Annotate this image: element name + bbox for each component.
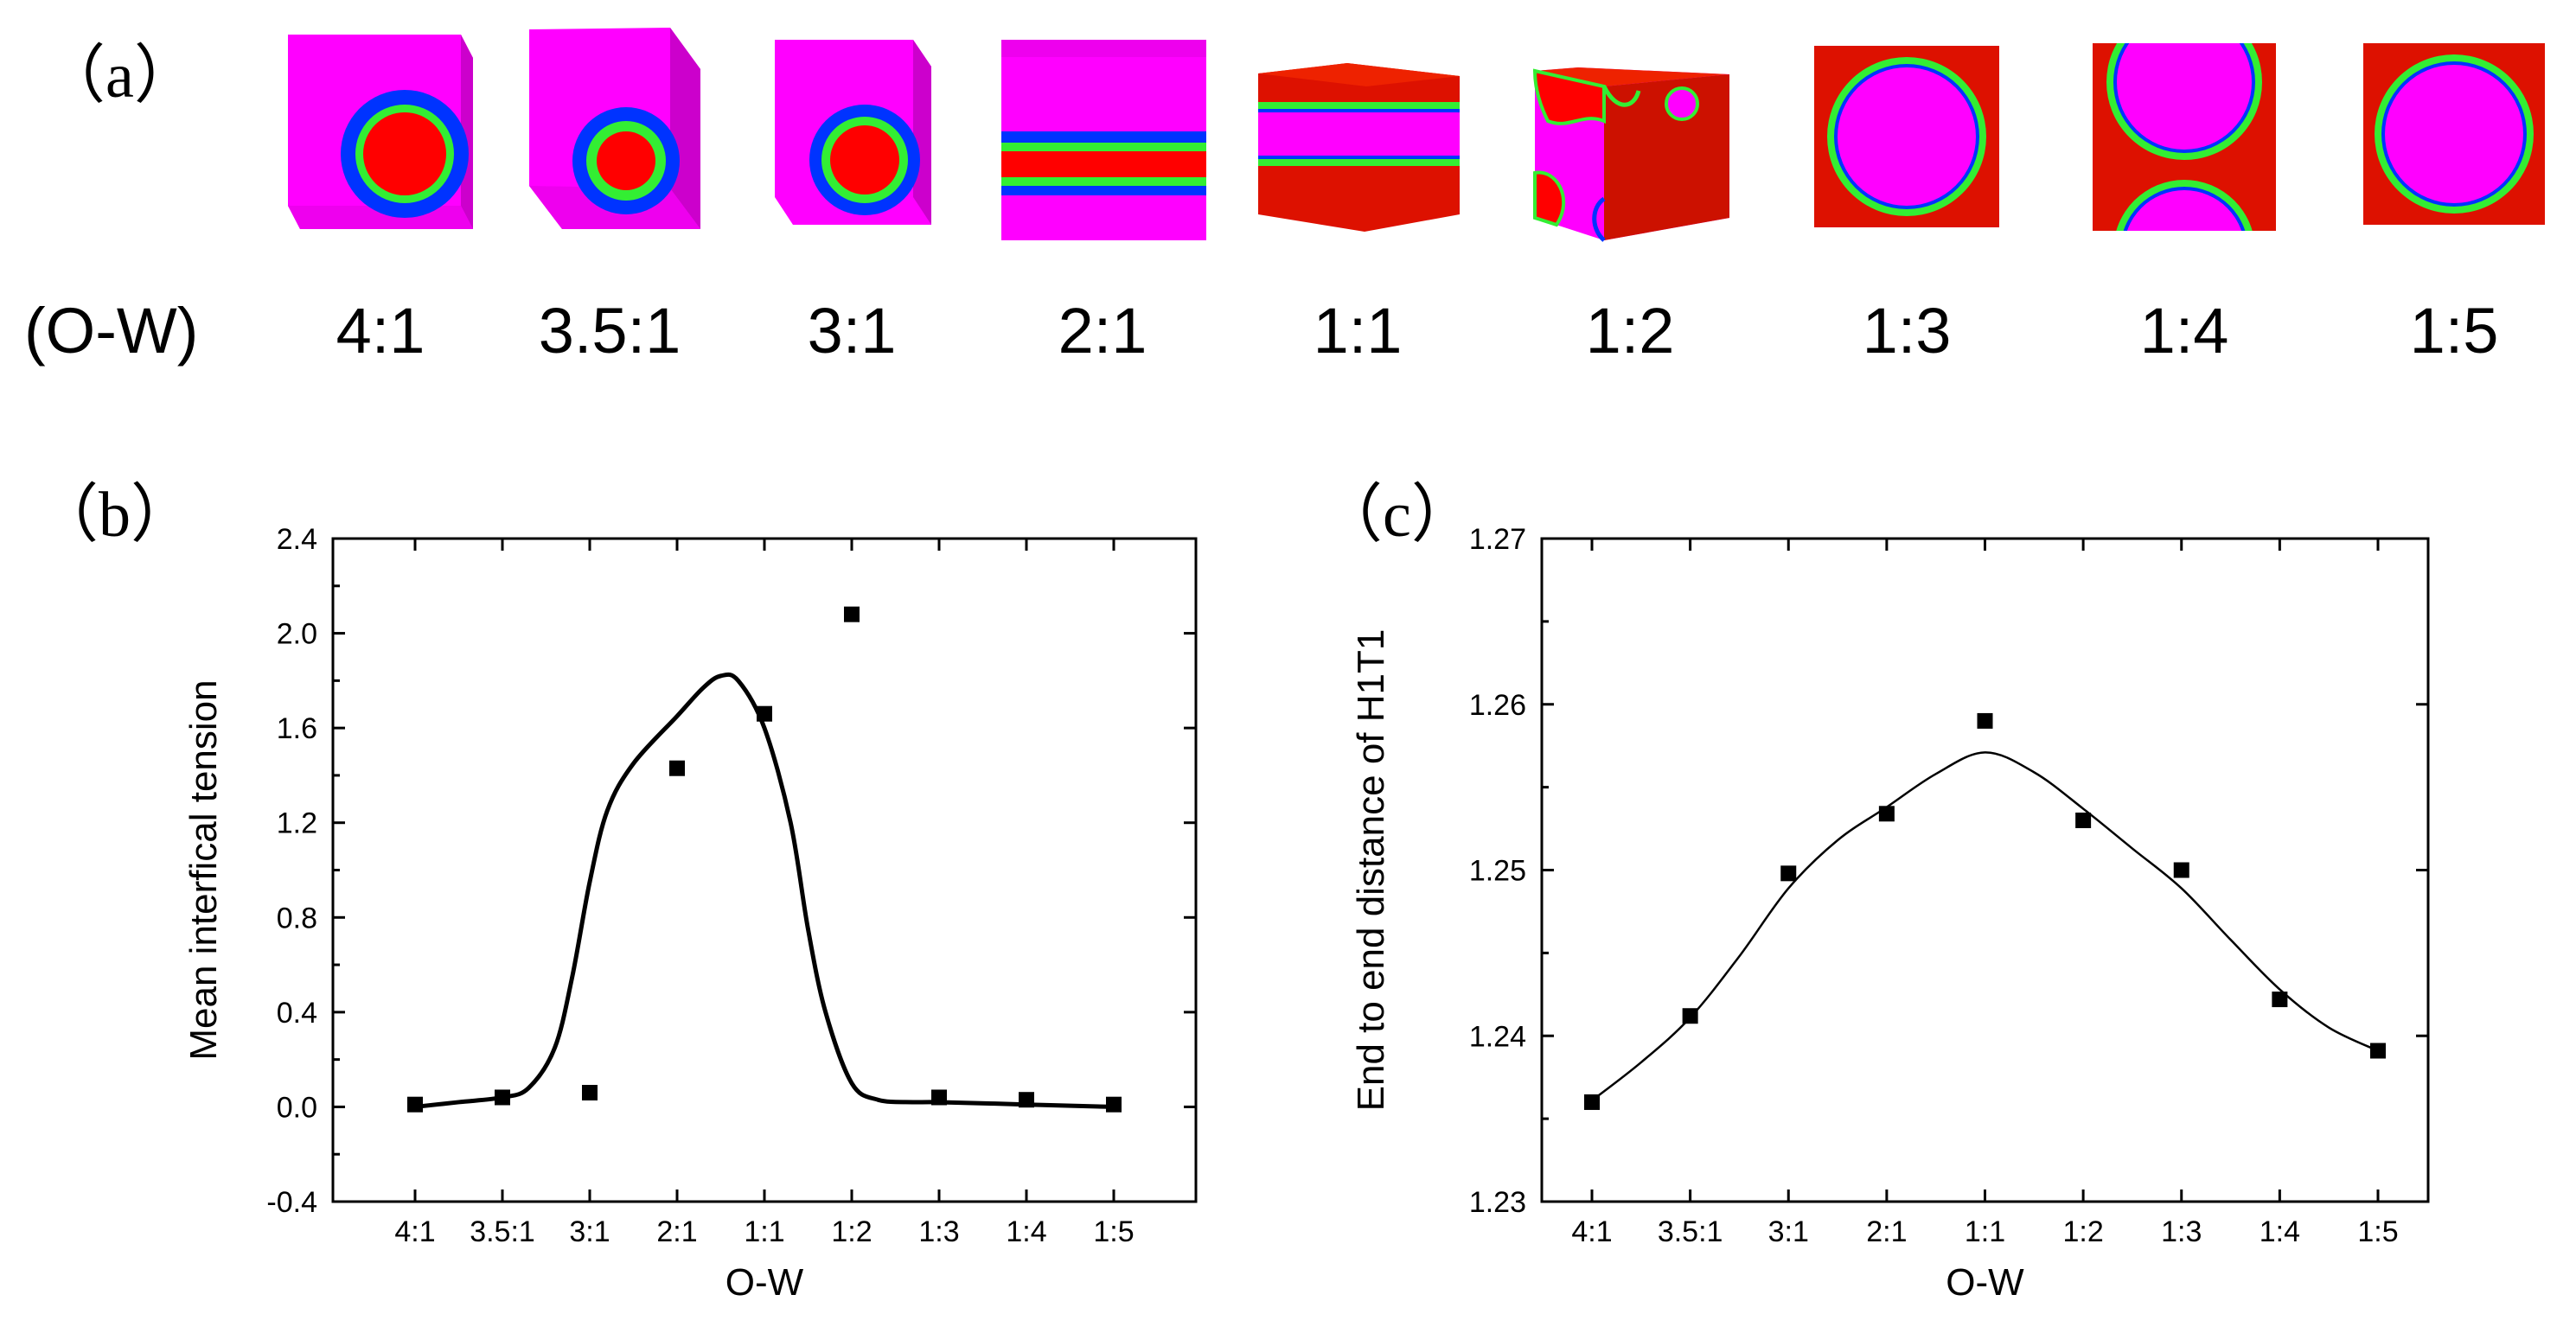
data-point-1-5 [2370,1043,2386,1059]
x-tick-label: 1:4 [2260,1215,2300,1248]
panel-b-label: （b） [35,480,195,551]
x-tick-label: 1:4 [1006,1215,1046,1248]
y-tick-label: 0.4 [277,997,317,1030]
y-tick-label: 0.8 [277,902,317,934]
data-point-1-2 [844,606,860,622]
data-point-1-4 [1019,1092,1034,1108]
morphology-cube-1-3 [1814,46,1999,227]
y-tick-label: 1.27 [1469,523,1526,556]
ratio-label-2: 3:1 [808,295,897,367]
data-point-1-1 [1977,712,1993,729]
ratio-prefix-label: (O-W) [24,295,198,367]
y-tick-label: 2.4 [277,523,317,556]
morphology-cube-1-5 [2363,43,2545,225]
data-point-1-4 [2272,992,2288,1008]
fit-line [414,672,1115,1109]
y-tick-label: 2.0 [277,618,317,651]
x-tick-label: 1:1 [1965,1215,2005,1248]
x-tick-label: 1:2 [2062,1215,2103,1248]
y-tick-label: 1.26 [1469,689,1526,722]
y-axis-title: End to end distance of H1T1 [1350,629,1392,1112]
ratio-label-8: 1:5 [2410,295,2499,367]
data-point-3-5-1 [495,1089,510,1106]
panel-a: （a） [24,28,2545,367]
data-point-1-3 [2173,862,2189,878]
ratio-label-1: 3.5:1 [539,295,681,367]
y-tick-label: 1.2 [277,807,317,840]
ratio-label-5: 1:2 [1586,295,1675,367]
y-tick-label: -0.4 [266,1186,317,1219]
x-tick-label: 2:1 [1866,1215,1907,1248]
ratio-label-7: 1:4 [2140,295,2229,367]
panel-a-label: （a） [42,41,198,112]
ratio-label-3: 2:1 [1058,295,1147,367]
ratio-label-4: 1:1 [1314,295,1403,367]
x-tick-label: 3.5:1 [470,1215,535,1248]
x-tick-label: 3:1 [569,1215,610,1248]
morphology-cube-3.5-1 [529,28,700,229]
morphology-cube-1-2 [1532,67,1729,242]
data-point-1-3 [931,1089,947,1106]
x-tick-label: 3.5:1 [1658,1215,1723,1248]
data-point-4-1 [407,1096,423,1113]
y-tick-label: 0.0 [277,1091,317,1124]
morphology-cube-3-1 [775,40,931,225]
fit-line [1591,751,2379,1102]
x-tick-label: 1:5 [2357,1215,2398,1248]
ratio-labels: 4:1 3.5:1 3:1 2:1 1:1 1:2 1:3 1:4 1:5 [336,295,2499,367]
ratio-label-6: 1:3 [1863,295,1952,367]
data-point-1-1 [757,705,772,722]
x-tick-label: 1:3 [2161,1215,2202,1248]
y-tick-label: 1.24 [1469,1020,1526,1053]
morphology-cube-1-1 [1258,63,1460,232]
x-tick-label: 1:5 [1093,1215,1134,1248]
x-tick-label: 4:1 [1571,1215,1612,1248]
data-point-3-1 [1780,865,1797,882]
ratio-label-0: 4:1 [336,295,425,367]
y-tick-label: 1.23 [1469,1186,1526,1219]
data-point-2-1 [669,760,685,776]
data-point-2-1 [1878,806,1895,822]
data-point-1-2 [2075,812,2092,828]
data-point-4-1 [1584,1094,1600,1110]
data-point-1-5 [1106,1096,1122,1113]
x-tick-label: 3:1 [1768,1215,1809,1248]
data-point-3-5-1 [1682,1008,1698,1024]
panel-c: （c） 1.23 1.24 1.25 1.26 1.27 4:1 3.5:1 3:1 2:1 1:… [1319,480,2430,1304]
morphology-cube-1-4 [2093,43,2276,231]
y-tick-label: 1.6 [277,712,317,745]
y-tick-label: 1.25 [1469,855,1526,888]
panel-c-label: （c） [1319,480,1475,551]
panel-b: （b） -0.4 0.0 0.4 0.8 1.2 1.6 2.0 2.4 4:1 3.5:1 3:1… [35,480,1198,1304]
x-tick-label: 1:1 [744,1215,784,1248]
x-axis-title: O-W [1946,1261,2024,1304]
x-tick-label: 1:3 [918,1215,959,1248]
x-axis-title: O-W [725,1261,804,1304]
morphology-cube-4-1 [288,35,473,229]
y-axis-title: Mean interfical tension [182,679,225,1060]
plot-frame [1540,537,2430,1203]
x-tick-label: 4:1 [394,1215,435,1248]
x-tick-label: 2:1 [656,1215,697,1248]
morphology-cube-2-1 [1001,40,1206,240]
data-point-3-1 [582,1084,598,1100]
x-tick-label: 1:2 [831,1215,872,1248]
